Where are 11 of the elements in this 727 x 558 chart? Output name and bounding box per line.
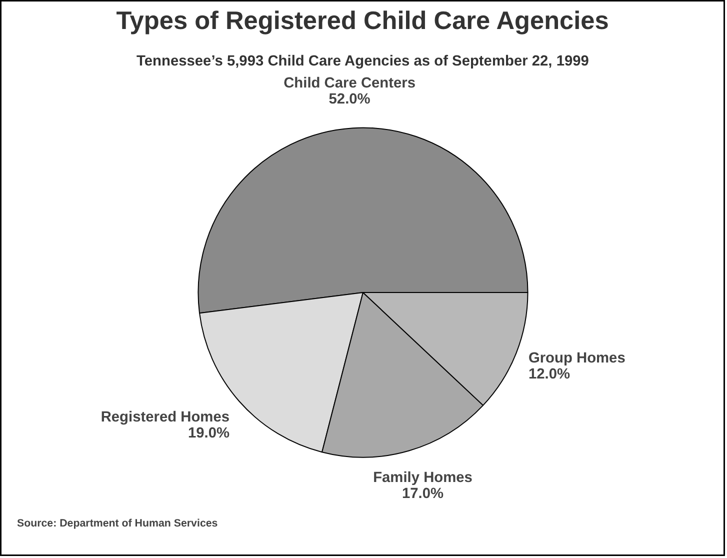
chart-subtitle: Tennessee’s 5,993 Child Care Agencies as of September 22, 1999 bbox=[136, 53, 589, 70]
slice-label: Family Homes bbox=[373, 470, 472, 486]
data-label: 52.0% bbox=[328, 92, 370, 108]
slice-label: Child Care Centers bbox=[284, 76, 416, 92]
data-label: 12.0% bbox=[528, 366, 570, 383]
slice-label: Group Homes bbox=[528, 350, 626, 367]
source-note: Source: Department of Human Services bbox=[16, 518, 218, 530]
chart-title: Types of Registered Child Care Agencies bbox=[116, 7, 609, 36]
slice-label: Registered Homes bbox=[100, 410, 230, 426]
data-label: 17.0% bbox=[402, 486, 444, 502]
data-label: 19.0% bbox=[188, 426, 230, 442]
